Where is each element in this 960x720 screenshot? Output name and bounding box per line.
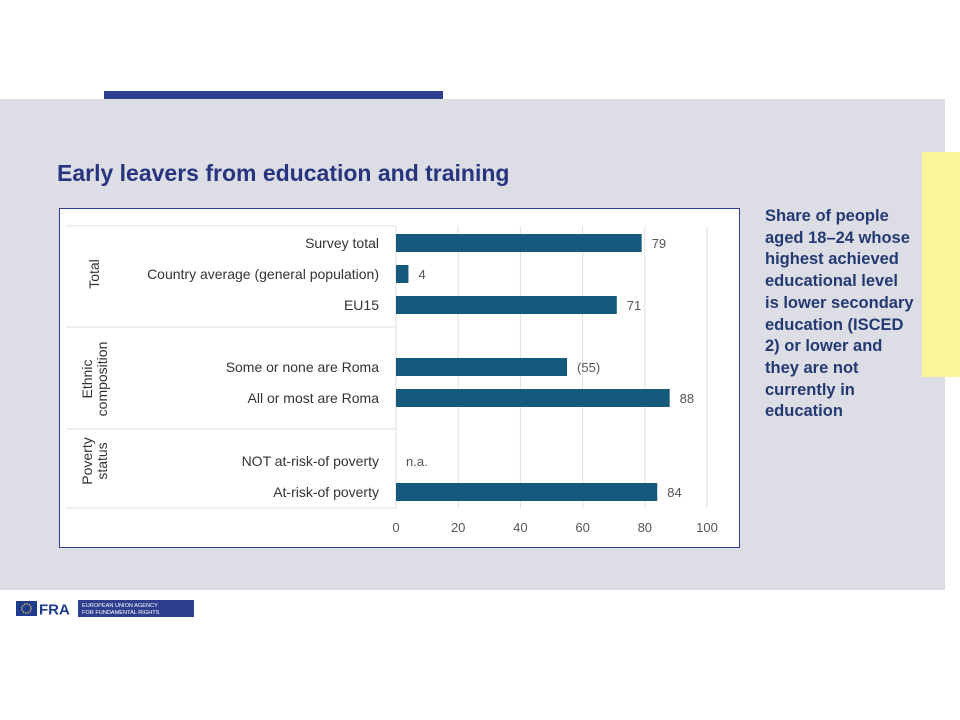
accent-bar <box>104 91 443 99</box>
x-tick-label-3: 60 <box>575 520 589 535</box>
group-label-line: status <box>94 442 110 479</box>
category-label-1: Country average (general population) <box>147 266 379 282</box>
data-label-1: 4 <box>418 267 425 282</box>
bar-6 <box>396 483 658 501</box>
group-label-line: Total <box>86 259 102 289</box>
data-label-2: 71 <box>627 298 641 313</box>
bar-4 <box>396 389 670 407</box>
bar-1 <box>396 265 409 283</box>
bar-3 <box>396 358 568 376</box>
group-label-line: composition <box>94 342 110 417</box>
group-label-1: Ethniccomposition <box>79 342 110 417</box>
fra-logo-text: FRA <box>39 602 70 618</box>
eu-flag-icon <box>16 601 37 616</box>
data-label-3: (55) <box>577 360 600 375</box>
slide-title: Early leavers from education and trainin… <box>57 160 510 186</box>
bar-2 <box>396 296 617 314</box>
category-label-0: Survey total <box>305 235 379 251</box>
bar-chart: 0 20 40 60 80 100 Total Ethniccomposition Povert… <box>66 225 718 535</box>
agency-line-2: FOR FUNDAMENTAL RIGHTS <box>82 610 160 616</box>
data-label-0: 79 <box>652 236 666 251</box>
x-tick-label-1: 20 <box>451 520 465 535</box>
data-label-6: 84 <box>667 485 681 500</box>
group-label-line: Poverty <box>79 437 95 484</box>
agency-line-1: EUROPEAN UNION AGENCY <box>82 603 158 609</box>
category-label-2: EU15 <box>344 297 379 313</box>
category-label-5: NOT at-risk-of poverty <box>242 453 379 469</box>
group-label-0: Total <box>86 259 102 289</box>
group-label-2: Povertystatus <box>79 437 110 484</box>
category-label-6: At-risk-of poverty <box>273 484 379 500</box>
agency-name-box <box>78 600 194 617</box>
x-tick-label-2: 40 <box>513 520 527 535</box>
fra-logo: FRA EUROPEAN UNION AGENCY FOR FUNDAMENTA… <box>16 600 194 617</box>
category-label-4: All or most are Roma <box>248 390 380 406</box>
data-label-4: 88 <box>680 391 694 406</box>
group-label-line: Ethnic <box>79 360 95 399</box>
eu-stars-icon <box>21 603 32 614</box>
x-tick-label-0: 0 <box>392 520 399 535</box>
bar-0 <box>396 234 642 252</box>
chart-frame: 0 20 40 60 80 100 Total Ethniccomposition Povert… <box>59 208 740 548</box>
side-tab <box>922 152 960 377</box>
x-tick-label-5: 100 <box>696 520 718 535</box>
side-note: Share of people aged 18–24 whose highest… <box>765 207 914 421</box>
x-tick-label-4: 80 <box>638 520 652 535</box>
data-label-5: n.a. <box>406 454 428 469</box>
category-label-3: Some or none are Roma <box>226 359 380 375</box>
